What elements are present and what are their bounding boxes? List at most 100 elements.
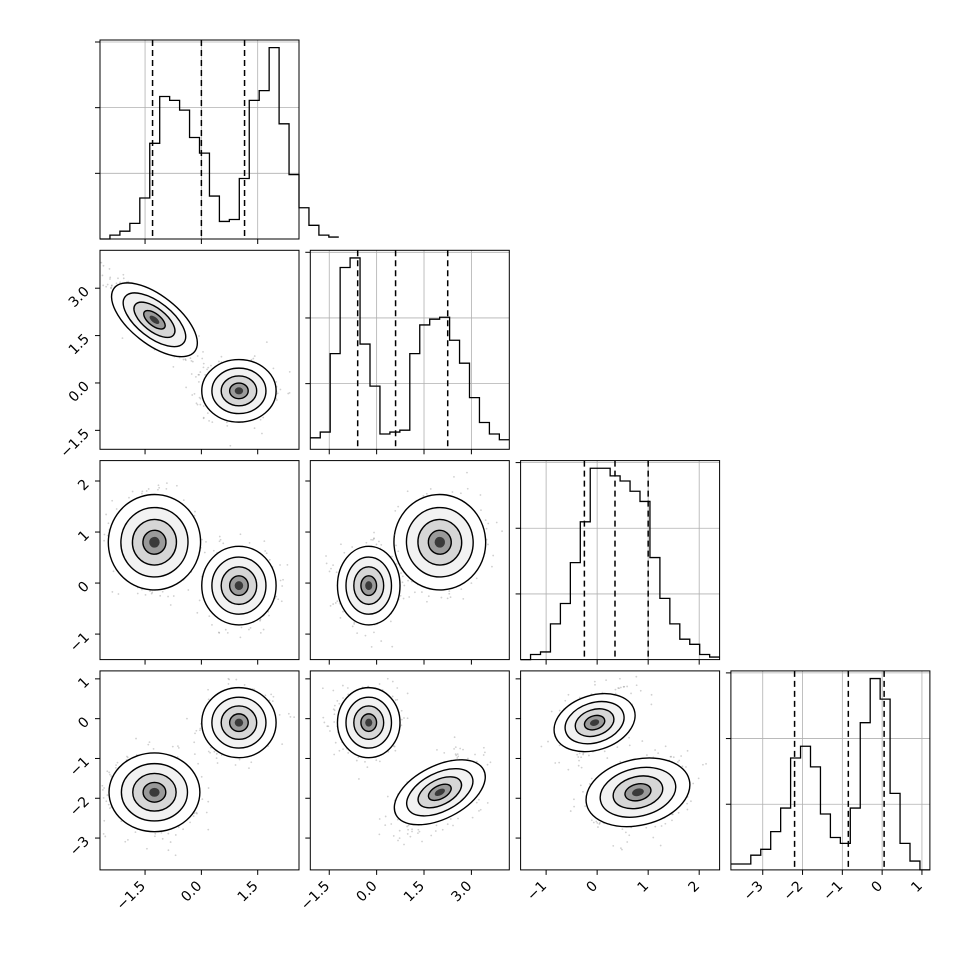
sample-point xyxy=(462,748,464,751)
sample-point xyxy=(407,579,409,582)
sample-point xyxy=(171,745,174,748)
sample-point xyxy=(202,366,205,369)
sample-point xyxy=(175,484,178,487)
sample-point xyxy=(177,745,179,748)
sample-point xyxy=(203,551,206,554)
sample-point xyxy=(191,360,194,363)
sample-point xyxy=(108,771,111,774)
sample-point xyxy=(218,360,220,363)
sample-point xyxy=(443,751,446,754)
sample-point xyxy=(335,571,338,574)
sample-point xyxy=(272,695,275,698)
sample-point xyxy=(147,488,150,490)
sample-point xyxy=(334,741,337,744)
sample-point xyxy=(264,694,267,697)
sample-point xyxy=(391,680,394,683)
sample-point xyxy=(201,538,203,541)
sample-point xyxy=(206,412,209,415)
sample-point xyxy=(106,283,109,286)
sample-point xyxy=(105,800,108,803)
sample-point xyxy=(200,775,203,778)
sample-point xyxy=(148,741,151,744)
sample-point xyxy=(202,417,205,420)
sample-point xyxy=(229,444,232,447)
sample-point xyxy=(380,640,383,642)
sample-point xyxy=(440,596,443,599)
sample-point xyxy=(426,600,428,603)
sample-point xyxy=(202,362,205,365)
sample-point xyxy=(207,366,210,369)
sample-point xyxy=(119,281,122,284)
sample-point xyxy=(103,539,105,542)
sample-point xyxy=(262,416,265,419)
sample-point xyxy=(249,626,252,629)
sample-point xyxy=(136,592,139,595)
panel-frame xyxy=(99,460,300,661)
density-contour xyxy=(149,315,160,324)
scatter-panel-3-1 xyxy=(309,670,510,871)
sample-point xyxy=(329,604,332,607)
sample-point xyxy=(466,471,468,474)
sample-point xyxy=(448,592,451,595)
sample-point xyxy=(101,784,104,787)
sample-point xyxy=(397,505,400,508)
sample-point xyxy=(110,287,112,289)
sample-point xyxy=(234,764,237,766)
sample-point xyxy=(326,725,329,728)
sample-point xyxy=(287,712,290,715)
sample-point xyxy=(375,543,378,546)
sample-point xyxy=(277,598,280,601)
sample-point xyxy=(215,752,218,755)
scatter-layer xyxy=(70,243,291,447)
sample-point xyxy=(167,849,170,852)
sample-point xyxy=(144,594,147,596)
sample-point xyxy=(456,753,459,756)
panel-frame xyxy=(309,249,510,450)
sample-point xyxy=(146,847,148,850)
sample-point xyxy=(268,699,271,702)
sample-point xyxy=(487,522,490,525)
sample-point xyxy=(226,424,229,427)
sample-point xyxy=(87,582,89,584)
sample-point xyxy=(208,419,210,422)
sample-point xyxy=(218,540,221,543)
sample-point xyxy=(207,688,209,691)
sample-point xyxy=(228,678,231,681)
sample-point xyxy=(102,284,105,287)
sample-point xyxy=(109,276,112,279)
sample-point xyxy=(411,830,413,833)
sample-point xyxy=(453,736,456,739)
sample-point xyxy=(70,243,72,245)
sample-point xyxy=(338,749,341,752)
sample-point xyxy=(271,700,274,703)
sample-point xyxy=(407,824,410,827)
hist-panel-1 xyxy=(305,249,510,450)
sample-point xyxy=(403,843,405,846)
sample-point xyxy=(111,499,114,502)
sample-point xyxy=(207,800,210,803)
panel-frame xyxy=(730,670,931,871)
sample-point xyxy=(403,584,406,587)
sample-point xyxy=(111,591,114,593)
sample-point xyxy=(103,787,105,789)
sample-point xyxy=(207,828,210,831)
scatter-layer xyxy=(87,482,289,639)
sample-point xyxy=(280,600,283,603)
sample-point xyxy=(225,421,228,424)
sample-point xyxy=(159,594,162,597)
sample-point xyxy=(462,597,465,600)
sample-point xyxy=(122,277,125,280)
sample-point xyxy=(281,743,284,746)
sample-point xyxy=(406,825,409,828)
sample-point xyxy=(330,567,332,570)
sample-point xyxy=(197,762,200,765)
sample-point xyxy=(435,824,438,827)
sample-point xyxy=(109,807,111,809)
panel-frame xyxy=(520,460,721,661)
sample-point xyxy=(482,754,485,756)
panel-frame xyxy=(309,460,510,661)
sample-point xyxy=(333,753,336,756)
sample-point xyxy=(485,527,488,530)
sample-point xyxy=(147,743,150,746)
